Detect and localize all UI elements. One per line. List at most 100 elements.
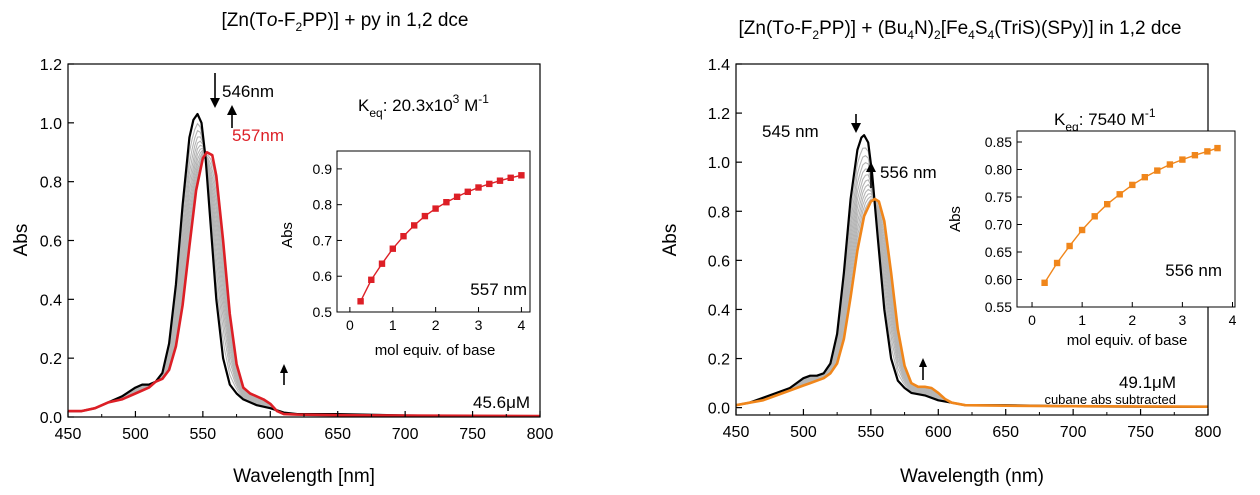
chart-right-inset-xtick-label: 2: [1128, 312, 1136, 328]
chart-left-ytick-label: 1.2: [40, 57, 62, 74]
chart-right-inset-content: 0 1 2 3 4 0.55 0.60 0.65 0.70 0.75 0.80 0.85: [985, 134, 1237, 328]
chart-left-inset-ytick-label: 0.8: [313, 197, 333, 213]
chart-left-inset-point: [486, 180, 493, 188]
chart-left-inset-point: [432, 205, 439, 212]
chart-right-inset-point: [1191, 152, 1199, 159]
chart-left-axes: 450 500 550 600 650 700 750 800 0.0 0.2 0.4 0.6 0.8 1…: [40, 57, 554, 443]
chart-left-inset-ytick-label: 0.9: [313, 161, 333, 177]
chart-left-ytick-label: 0.6: [40, 234, 62, 251]
chart-left-inset-xtick-label: 0: [346, 317, 354, 333]
chart-right-xtick-label: 500: [790, 424, 817, 441]
chart-left-inset-ytick-label: 0.5: [313, 304, 333, 320]
chart-right-xtick-label: 600: [925, 424, 952, 441]
chart-left-ytick-label: 0.8: [40, 175, 62, 192]
chart-right-inset-point: [1154, 167, 1161, 174]
chart-left-inset-label: 557 nm: [470, 280, 527, 299]
chart-left-xtick-label: 800: [527, 426, 554, 443]
chart-left-xtick-label: 750: [459, 426, 486, 443]
chart-right-inset-ytick-label: 0.55: [985, 299, 1012, 315]
chart-left-inset-xtick-label: 3: [475, 317, 483, 333]
arrow-down-545-head: [851, 123, 861, 133]
chart-left-inset-point: [357, 298, 364, 305]
chart-left-inset-point: [378, 260, 386, 267]
chart-left-series-final: [68, 151, 541, 418]
arrow-up-556-head: [866, 162, 876, 172]
chart-left-inset-point: [421, 212, 429, 220]
chart-left-inset-point: [518, 172, 525, 179]
chart-left-inset-point: [389, 245, 396, 252]
chart-right-inset-xtick-label: 0: [1028, 312, 1036, 328]
chart-left-inset-point: [411, 222, 418, 229]
chart-right: [Zn(To-F2PP)] + (Bu4N)2[Fe4S4(TriS)(SPy)…: [660, 18, 1237, 487]
chart-right-inset-xtick-label: 1: [1078, 312, 1086, 328]
chart-right-inset-ytick-label: 0.75: [985, 189, 1012, 205]
chart-left-ytick-label: 1.0: [40, 116, 62, 133]
chart-right-inset-ylabel: Abs: [947, 206, 964, 232]
chart-right-inset-point: [1041, 279, 1048, 286]
chart-left-inset-xtick-label: 4: [518, 317, 526, 333]
chart-left-inset-ytick-label: 0.6: [313, 268, 333, 284]
chart-right-axes: 450 500 550 600 650 700 750 800 0.0 0.2 0.4 0.6 0.8 1…: [708, 57, 1222, 441]
chart-right-inset-point: [1204, 148, 1211, 155]
chart-right-concentration: 49.1μM: [1119, 373, 1176, 392]
chart-left-inset-point: [507, 174, 514, 181]
chart-right-inset-ytick-label: 0.65: [985, 244, 1012, 260]
chart-right-title: [Zn(To-F2PP)] + (Bu4N)2[Fe4S4(TriS)(SPy)…: [739, 18, 1182, 42]
chart-left-inset-point: [443, 199, 450, 206]
chart-left-inset-point: [368, 276, 375, 283]
chart-left-inset-line: [359, 174, 522, 302]
chart-left-xlabel: Wavelength [nm]: [233, 466, 375, 487]
chart-left-ytick-label: 0.2: [40, 351, 62, 368]
chart-left-inset-ylabel: Abs: [279, 222, 296, 248]
chart-right-inset: 0 1 2 3 4 0.55 0.60 0.65 0.70 0.75 0.80 0.85 mol eq…: [947, 130, 1237, 349]
chart-right-inset-xtick-label: 4: [1229, 312, 1237, 328]
chart-right-xtick-label: 650: [992, 424, 1019, 441]
chart-right-inset-point: [1116, 191, 1123, 198]
chart-left-xtick-label: 550: [190, 426, 217, 443]
chart-left-ytick-label: 0.4: [40, 292, 62, 309]
chart-left-inset-xlabel: mol equiv. of base: [375, 342, 496, 359]
chart-left-xtick-label: 600: [257, 426, 284, 443]
chart-right-series-final: [735, 197, 1209, 408]
chart-right-ylabel: Abs: [660, 224, 681, 257]
chart-right-ytick-label: 0.4: [708, 302, 730, 319]
chart-left-inset-xtick-label: 2: [432, 317, 440, 333]
chart-right-inset-point: [1078, 226, 1086, 234]
chart-left-peak2-label: 557nm: [232, 126, 284, 145]
chart-left-inset-point: [496, 177, 504, 184]
chart-right-xlabel: Wavelength (nm): [900, 466, 1044, 487]
chart-left-xtick-label: 500: [122, 426, 149, 443]
chart-right-xtick-label: 450: [723, 424, 750, 441]
chart-right-ytick-label: 0.8: [708, 204, 730, 221]
chart-left-title: [Zn(To-F2PP)] + py in 1,2 dce: [222, 10, 469, 34]
chart-right-inset-ytick-label: 0.70: [985, 217, 1012, 233]
chart-right-inset-frame: [1016, 130, 1236, 308]
arrow-down-546-head: [210, 98, 220, 108]
chart-left-inset-xtick-label: 1: [389, 317, 397, 333]
chart-right-xtick-label: 750: [1127, 424, 1154, 441]
chart-right-inset-ytick-label: 0.85: [985, 134, 1012, 150]
chart-right-ytick-label: 1.0: [708, 155, 730, 172]
chart-right-inset-point: [1166, 161, 1174, 168]
chart-right-inset-xlabel: mol equiv. of base: [1067, 332, 1188, 349]
arrow-up-557-head: [227, 105, 237, 115]
chart-right-xtick-label: 700: [1060, 424, 1087, 441]
chart-right-ytick-label: 0.0: [708, 401, 730, 418]
chart-right-inset-point: [1066, 242, 1073, 250]
chart-left-xtick-label: 450: [55, 426, 82, 443]
chart-left-peak1-label: 546nm: [222, 82, 274, 101]
chart-right-inset-point: [1129, 181, 1136, 189]
chart-left-keq: Keq: 20.3x103 M-1: [358, 92, 489, 120]
chart-left-inset: 0 1 2 3 40.50.60.70.80.9 mol equiv. of base …: [279, 150, 531, 359]
chart-right-ytick-label: 1.2: [708, 106, 730, 123]
chart-right-series-group: [735, 134, 1209, 408]
chart-right-inset-xtick-label: 3: [1178, 312, 1186, 328]
arrow-up-600-head: [280, 364, 288, 373]
chart-left-ytick-label: 0.0: [40, 410, 62, 427]
chart-right-inset-point: [1179, 156, 1186, 163]
chart-right-xtick-label: 550: [858, 424, 885, 441]
chart-right-inset-point: [1214, 144, 1221, 152]
chart-right-peak1-label: 545 nm: [762, 122, 819, 141]
chart-left-inset-point: [475, 184, 482, 191]
